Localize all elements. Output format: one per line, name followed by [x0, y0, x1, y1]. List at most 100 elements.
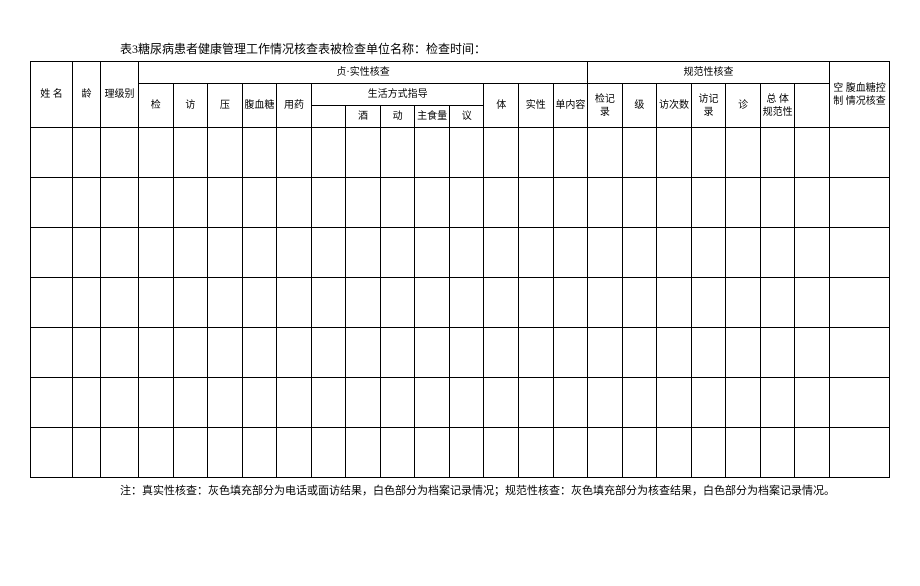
table-cell	[622, 128, 657, 178]
table-cell	[415, 178, 450, 228]
table-cell	[311, 178, 346, 228]
table-cell	[691, 228, 726, 278]
table-cell	[553, 378, 588, 428]
col-check-record: 检记 录	[588, 84, 623, 128]
table-row	[31, 428, 890, 478]
table-cell	[31, 378, 73, 428]
table-cell	[760, 228, 795, 278]
header-row-2: 检 访 压 腹血糖 用药 生活方式指导 体 实性 单内容 检记 录 级 访次数 …	[31, 84, 890, 106]
table-cell	[449, 228, 484, 278]
table-cell	[208, 128, 243, 178]
table-cell	[795, 378, 830, 428]
table-cell	[73, 378, 101, 428]
table-cell	[277, 178, 312, 228]
table-cell	[588, 278, 623, 328]
table-cell	[208, 178, 243, 228]
table-cell	[588, 228, 623, 278]
table-cell	[760, 128, 795, 178]
table-cell	[380, 278, 415, 328]
col-advice: 议	[449, 106, 484, 128]
col-visit-record: 访记 录	[691, 84, 726, 128]
table-cell	[588, 378, 623, 428]
table-cell	[277, 228, 312, 278]
table-cell	[139, 328, 174, 378]
col-exercise: 动	[380, 106, 415, 128]
table-cell	[31, 278, 73, 328]
table-cell	[311, 328, 346, 378]
table-cell	[173, 278, 208, 328]
table-cell	[760, 378, 795, 428]
table-cell	[830, 228, 890, 278]
table-cell	[622, 228, 657, 278]
table-cell	[519, 278, 554, 328]
table-cell	[346, 228, 381, 278]
table-cell	[830, 428, 890, 478]
table-cell	[73, 278, 101, 328]
section-authenticity: 贞·实性核查	[139, 62, 588, 84]
table-cell	[101, 178, 139, 228]
table-cell	[519, 428, 554, 478]
table-cell	[622, 328, 657, 378]
col-visit: 访	[173, 84, 208, 128]
col-pressure: 压	[208, 84, 243, 128]
table-cell	[449, 328, 484, 378]
table-cell	[415, 228, 450, 278]
table-cell	[173, 178, 208, 228]
col-sub1	[311, 106, 346, 128]
col-visit-count: 访次数	[657, 84, 692, 128]
table-cell	[208, 428, 243, 478]
table-cell	[242, 428, 277, 478]
table-cell	[553, 278, 588, 328]
col-age: 龄	[73, 62, 101, 128]
table-cell	[242, 378, 277, 428]
table-cell	[311, 228, 346, 278]
table-cell	[415, 278, 450, 328]
table-cell	[795, 128, 830, 178]
table-cell	[31, 178, 73, 228]
table-cell	[73, 428, 101, 478]
table-cell	[484, 328, 519, 378]
table-row	[31, 178, 890, 228]
table-cell	[519, 228, 554, 278]
col-lifestyle-guidance: 生活方式指导	[311, 84, 484, 106]
table-cell	[101, 278, 139, 328]
table-cell	[208, 378, 243, 428]
table-cell	[795, 228, 830, 278]
table-cell	[415, 378, 450, 428]
table-cell	[31, 428, 73, 478]
table-cell	[726, 178, 761, 228]
table-cell	[380, 128, 415, 178]
table-cell	[795, 278, 830, 328]
section-normative: 规范性核查	[588, 62, 830, 84]
col-diagnosis: 诊	[726, 84, 761, 128]
table-cell	[242, 278, 277, 328]
table-cell	[311, 378, 346, 428]
table-cell	[657, 178, 692, 228]
table-cell	[101, 378, 139, 428]
col-staple-food: 主食量	[415, 106, 450, 128]
table-cell	[242, 128, 277, 178]
table-cell	[553, 328, 588, 378]
table-cell	[657, 378, 692, 428]
table-cell	[346, 378, 381, 428]
table-cell	[449, 428, 484, 478]
table-cell	[242, 228, 277, 278]
table-cell	[346, 128, 381, 178]
table-cell	[277, 328, 312, 378]
col-blood-sugar: 腹血糖	[242, 84, 277, 128]
table-cell	[795, 328, 830, 378]
table-cell	[726, 428, 761, 478]
table-cell	[484, 128, 519, 178]
col-authenticity: 实性	[519, 84, 554, 128]
table-cell	[519, 128, 554, 178]
table-cell	[173, 328, 208, 378]
table-cell	[622, 428, 657, 478]
table-cell	[553, 428, 588, 478]
table-cell	[415, 128, 450, 178]
header-row-1: 姓 名 龄 理级别 贞·实性核查 规范性核查 空 腹血糖控制 情况核查	[31, 62, 890, 84]
table-title: 表3糖尿病患者健康管理工作情况核查表被检查单位名称：检查时间：	[120, 40, 890, 57]
table-cell	[830, 278, 890, 328]
table-cell	[101, 228, 139, 278]
table-cell	[691, 128, 726, 178]
table-cell	[31, 228, 73, 278]
